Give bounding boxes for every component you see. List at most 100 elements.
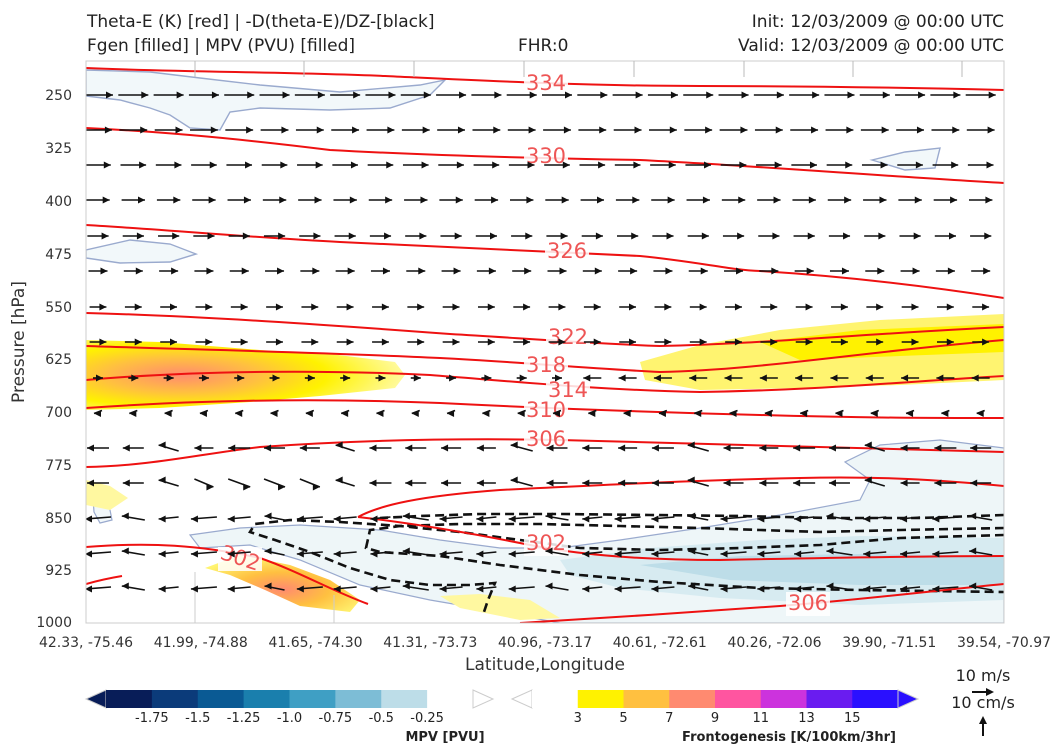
wind-vector-head <box>911 338 919 346</box>
wind-vector-head <box>419 232 427 240</box>
wind-vector-head <box>158 476 166 484</box>
stability-contour-mid <box>364 522 1004 594</box>
mpv-tick-4: -0.75 <box>319 711 353 726</box>
wind-vector-head <box>343 374 351 382</box>
wind-vector-head <box>311 338 319 346</box>
wind-vector-head <box>173 196 181 204</box>
y-axis-label: Pressure [hPa] <box>9 281 29 403</box>
wind-vector-head <box>793 444 801 452</box>
wind-vector-head <box>281 126 289 134</box>
wind-vector-head <box>952 126 960 134</box>
wind-vector-head <box>651 479 659 487</box>
wind-vector-head <box>488 267 496 275</box>
wind-vector-head <box>830 374 838 382</box>
wind-vector-head <box>984 232 992 240</box>
wind-vector-head <box>774 161 782 169</box>
wind-vector-head <box>558 338 566 346</box>
wind-vector-head <box>588 410 596 417</box>
wind-vector-head <box>723 479 731 487</box>
wind-vector-head <box>525 232 533 240</box>
mpv-swatch-5 <box>335 690 382 708</box>
wind-vector-head <box>906 410 914 417</box>
wind-vector-head <box>701 232 709 240</box>
wind-vector-head <box>738 196 746 204</box>
wind-vector-head <box>582 444 590 452</box>
wind-vector-head <box>629 338 637 346</box>
wind-vector-head <box>278 483 286 491</box>
mpv-swatch-7 <box>427 690 474 708</box>
stability-contours <box>248 512 1004 613</box>
wind-vector-head <box>545 512 553 520</box>
wind-vector-head <box>240 303 248 311</box>
wind-vector-head <box>175 126 183 134</box>
wind-vector-head <box>206 483 214 491</box>
wind-vector-head <box>757 515 765 523</box>
wind-vector-head <box>439 585 447 593</box>
wind-vector-head <box>918 91 926 99</box>
wind-vector-head <box>705 126 713 134</box>
mpv-region-top-left <box>86 69 448 131</box>
wind-vector-head <box>174 161 182 169</box>
frontogenesis-swatch-4 <box>715 690 762 708</box>
wind-vector-head <box>565 91 572 99</box>
wind-vector-head <box>863 515 871 523</box>
wind-vector-head <box>759 479 767 487</box>
wind-vector-head <box>136 232 144 240</box>
theta-e-326 <box>86 224 1004 299</box>
wind-vector-head <box>666 232 674 240</box>
wind-vector-head <box>526 196 534 204</box>
wind-vector-head <box>208 196 216 204</box>
wind-vector-head <box>122 444 130 452</box>
wind-vector-head <box>694 410 702 417</box>
wind-vector-head <box>529 91 537 99</box>
wind-vector-head <box>689 374 697 382</box>
wind-vector-head <box>847 91 855 99</box>
wind-vector-head <box>631 232 639 240</box>
wind-vector-head <box>510 441 518 449</box>
wind-vector-head <box>811 126 819 134</box>
contour-label-bg-10 <box>786 592 830 616</box>
wind-vector-head <box>386 161 394 169</box>
wind-vector-head <box>618 479 626 487</box>
wind-vector-head <box>86 515 92 523</box>
wind-vector-head <box>947 267 955 275</box>
wind-vector-head <box>166 374 174 382</box>
wind-vector-head <box>653 374 661 382</box>
wind-vector-head <box>313 232 321 240</box>
wind-vector-head <box>264 444 272 452</box>
wind-vector-head <box>86 585 92 593</box>
wind-vector-head <box>651 550 659 558</box>
wind-vector-head <box>845 161 853 169</box>
frontogenesis-swatch-6 <box>806 690 853 708</box>
mpv-swatch-4 <box>289 690 336 708</box>
wind-vector-head <box>381 338 389 346</box>
x-tick-label-0: 42.33, -75.46 <box>39 635 133 651</box>
wind-vector-head <box>900 550 908 558</box>
wind-vector-head <box>207 232 215 240</box>
wind-vector-head <box>688 512 696 520</box>
wind-vector-head <box>382 267 390 275</box>
wind-vector-head <box>510 476 518 484</box>
wind-vector-head <box>840 303 848 311</box>
wind-vector-head <box>665 267 673 275</box>
wind-vector-head <box>826 582 834 590</box>
wind-vector-head <box>582 479 590 487</box>
wind-vector-head <box>457 126 465 134</box>
wind-vector-head <box>546 444 554 452</box>
wind-vector-head <box>106 91 113 99</box>
wind-vector-head <box>346 303 354 311</box>
theta-e-label-330: 330 <box>526 144 566 168</box>
x-axis: 42.33, -75.46 41.99, -74.88 41.65, -74.30 4… <box>39 635 1050 651</box>
wind-vector-head <box>369 444 377 452</box>
wind-vector-head <box>333 550 341 558</box>
wind-vector-head <box>806 267 814 275</box>
wind-vector-head <box>314 196 322 204</box>
wind-vector-head <box>508 585 516 593</box>
mpv-region-west-475 <box>86 239 199 264</box>
wind-vector-head <box>417 303 425 311</box>
wind-vector-head <box>347 267 355 275</box>
wind-vector-head <box>558 303 566 311</box>
wind-vector-head <box>346 338 354 346</box>
theta-e-label-306: 306 <box>526 427 566 451</box>
wind-vector-head <box>100 267 108 275</box>
